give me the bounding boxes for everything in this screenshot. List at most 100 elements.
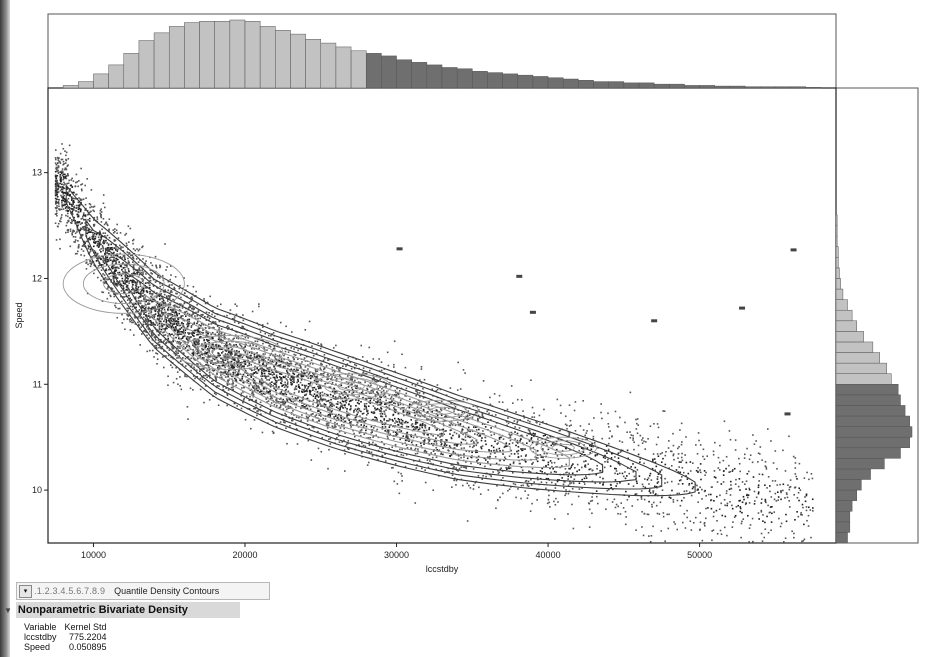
- right-histogram-bar: [835, 384, 899, 396]
- data-point: [560, 412, 562, 414]
- data-point: [330, 398, 332, 401]
- data-point: [171, 308, 174, 311]
- data-point: [281, 384, 284, 387]
- data-point: [336, 367, 338, 369]
- data-point: [113, 279, 115, 282]
- data-point: [699, 486, 701, 489]
- data-point: [664, 477, 666, 480]
- data-point: [222, 350, 224, 353]
- data-point: [63, 187, 66, 190]
- data-point: [116, 254, 119, 257]
- data-point: [106, 234, 109, 237]
- data-point: [122, 246, 124, 249]
- data-point: [308, 372, 311, 374]
- data-point: [69, 194, 71, 197]
- data-point: [398, 421, 401, 423]
- data-point: [352, 429, 354, 432]
- data-point: [292, 401, 295, 403]
- data-point: [641, 442, 644, 444]
- data-point: [287, 390, 290, 393]
- data-point: [757, 491, 760, 493]
- data-point: [368, 441, 371, 444]
- data-point: [529, 471, 532, 473]
- data-point: [633, 475, 636, 478]
- data-point: [166, 300, 169, 302]
- data-point: [430, 452, 433, 454]
- data-point: [361, 418, 364, 420]
- data-point: [250, 388, 253, 391]
- data-point: [393, 408, 396, 411]
- data-point: [330, 410, 333, 413]
- data-point: [306, 397, 309, 400]
- data-point: [428, 440, 430, 443]
- data-point: [120, 274, 123, 277]
- data-point: [701, 498, 703, 500]
- data-point: [607, 448, 610, 451]
- data-point: [585, 477, 588, 479]
- data-point: [703, 470, 706, 472]
- data-point: [393, 480, 396, 483]
- data-point: [232, 338, 234, 340]
- data-point: [303, 406, 306, 408]
- data-point: [55, 191, 58, 194]
- data-point: [145, 273, 147, 275]
- data-point: [734, 514, 737, 517]
- data-point: [125, 264, 128, 267]
- data-point: [232, 388, 235, 391]
- data-point: [271, 360, 273, 363]
- data-point: [794, 473, 797, 475]
- data-point: [412, 436, 415, 439]
- data-point: [728, 464, 730, 467]
- data-point: [120, 246, 122, 248]
- data-point: [748, 488, 751, 491]
- data-point: [229, 353, 232, 355]
- data-point: [608, 437, 611, 440]
- data-point: [644, 448, 647, 450]
- data-point: [255, 387, 258, 390]
- data-point: [176, 329, 179, 332]
- data-point: [121, 257, 124, 259]
- data-point: [331, 366, 334, 369]
- data-point: [323, 392, 326, 395]
- data-point: [285, 427, 287, 429]
- data-point: [130, 319, 133, 322]
- data-point: [108, 273, 110, 275]
- data-point: [270, 373, 272, 375]
- data-point: [555, 471, 558, 473]
- data-point: [289, 424, 291, 427]
- data-point: [102, 249, 104, 252]
- data-point: [793, 532, 795, 535]
- data-point: [201, 352, 204, 355]
- data-point: [132, 308, 134, 311]
- data-point: [786, 496, 789, 499]
- data-point: [440, 453, 442, 456]
- data-point: [685, 475, 687, 477]
- data-point: [208, 368, 211, 371]
- data-point: [102, 273, 104, 275]
- data-point: [339, 427, 342, 429]
- data-point: [175, 292, 177, 295]
- data-point: [144, 330, 147, 333]
- data-point: [176, 313, 178, 315]
- data-point: [384, 403, 387, 405]
- data-point: [141, 273, 144, 275]
- data-point: [115, 257, 118, 260]
- data-point: [126, 266, 128, 268]
- data-point: [318, 401, 321, 403]
- right-histogram-bar: [835, 415, 910, 427]
- data-point: [797, 491, 800, 494]
- data-point: [79, 227, 82, 230]
- data-point: [126, 280, 129, 283]
- data-point: [61, 186, 64, 188]
- data-point: [66, 173, 69, 175]
- data-point: [254, 407, 257, 410]
- data-point: [544, 434, 547, 437]
- data-point: [466, 398, 469, 401]
- data-point: [294, 387, 297, 389]
- data-point: [502, 477, 504, 479]
- data-point: [285, 408, 288, 411]
- data-point: [72, 200, 74, 203]
- data-point: [242, 349, 245, 352]
- data-point: [156, 302, 159, 304]
- data-point: [232, 359, 235, 361]
